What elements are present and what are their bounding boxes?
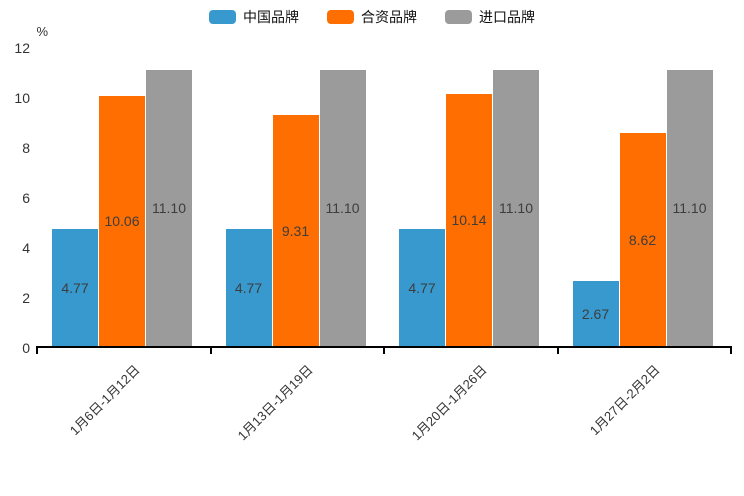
legend-label: 中国品牌 [243,9,299,25]
bar-value-label: 4.77 [61,279,89,296]
bar-value-label: 11.10 [152,200,186,216]
legend-label: 进口品牌 [479,9,535,25]
y-axis-tick-label: 12 [14,40,30,56]
y-axis-tick-label: 8 [22,140,30,156]
x-axis-tick [209,348,212,354]
bar-value-label: 9.31 [281,222,310,239]
bar: 4.77 [225,229,272,348]
bar-value-label: 10.14 [451,212,487,228]
x-axis-tick [556,348,559,354]
x-axis-line [36,346,732,348]
legend-swatch-icon [327,10,354,24]
bar: 9.31 [272,115,319,348]
bar-value-label: 11.10 [325,200,360,216]
x-axis-label: 1月6日-1月12日 [66,362,143,439]
y-axis-tick-label: 2 [22,290,30,306]
legend-item[interactable]: 进口品牌 [445,8,535,26]
bar-value-label: 10.06 [104,213,140,229]
bar-value-label: 4.77 [408,279,436,296]
bar-value-label: 2.67 [581,305,610,322]
bar-value-label: 11.10 [499,200,533,216]
x-axis-tick [730,348,732,354]
legend-label: 合资品牌 [361,9,417,25]
legend-swatch-icon [445,10,472,24]
legend-item[interactable]: 合资品牌 [327,8,417,26]
legend-item[interactable]: 中国品牌 [209,8,299,26]
x-axis-label: 1月27日-2月2日 [586,362,663,439]
bar-value-label: 11.10 [672,200,707,216]
y-axis-unit-label: % [36,24,48,39]
x-axis-tick [383,348,385,354]
plot-area: 4.77 4.77 4.77 2.67 10.06 9.31 10.14 8.62 11.10 1… [37,48,731,348]
x-axis-tick [36,348,38,354]
legend: 中国品牌 合资品牌 进口品牌 [0,8,744,26]
bar-value-label: 4.77 [234,279,263,296]
bar: 10.14 [446,94,492,348]
bar: 8.62 [619,133,666,348]
x-axis-label: 1月20日-1月26日 [408,362,490,444]
y-axis-tick-label: 4 [22,240,30,256]
y-axis-tick-label: 10 [14,90,30,106]
bar-value-label: 8.62 [628,231,657,248]
bar: 11.10 [146,70,192,348]
bar: 4.77 [399,229,445,348]
x-axis-label: 1月13日-1月19日 [234,362,316,444]
legend-swatch-icon [209,10,236,24]
y-axis-tick-label: 0 [22,340,30,356]
bar: 11.10 [493,70,539,348]
y-axis-tick-label: 6 [22,190,30,206]
bar: 4.77 [52,229,98,348]
bar: 11.10 [319,70,366,348]
bar: 10.06 [99,96,145,348]
bar: 11.10 [666,70,713,348]
bar: 2.67 [572,281,619,348]
